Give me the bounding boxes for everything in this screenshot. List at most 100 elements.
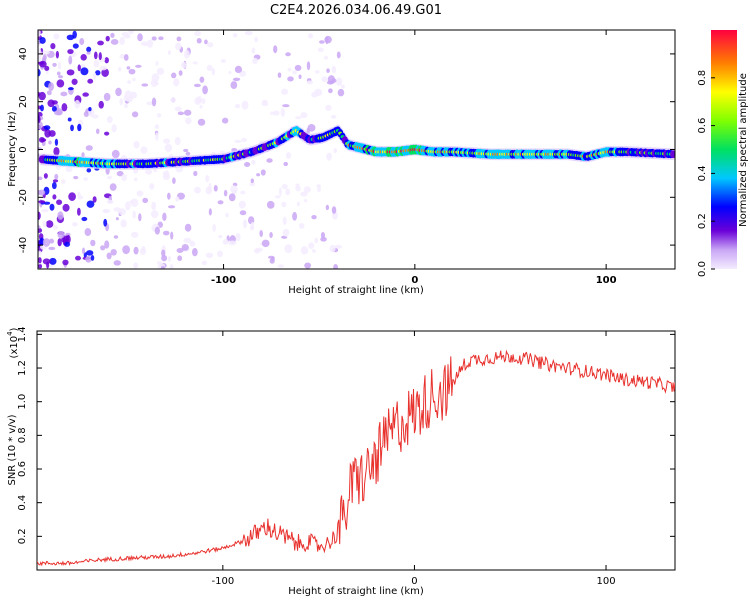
spectrogram-noise-blob xyxy=(170,97,177,103)
spectrogram-noise-blob xyxy=(261,101,269,107)
spectrogram-noise-blob xyxy=(208,182,212,192)
spectrogram-noise-blob xyxy=(119,98,124,106)
spectrogram-noise-blob xyxy=(121,32,130,37)
spectrogram-noise-blob xyxy=(306,61,311,71)
spectrogram-noise-blob xyxy=(64,241,71,247)
spectrogram-noise-blob xyxy=(181,243,189,251)
spectrogram-noise-blob xyxy=(44,129,51,138)
spectrogram-noise-blob xyxy=(184,223,192,232)
spectrogram-noise-blob xyxy=(92,72,97,80)
spectrogram-noise-blob xyxy=(175,196,180,202)
spectrogram-noise-blob xyxy=(38,68,41,77)
spectrogram-noise-blob xyxy=(314,88,323,97)
spectrogram-noise-blob xyxy=(57,238,62,247)
spectrogram-noise-blob xyxy=(158,36,164,41)
spectrogram-noise-blob xyxy=(202,85,208,95)
spectrogram-noise-blob xyxy=(235,233,241,242)
spectrogram-noise-blob xyxy=(133,141,140,149)
spectrogram-noise-blob xyxy=(38,91,46,101)
spectrogram-noise-blob xyxy=(199,76,205,83)
spectrogram-noise-blob xyxy=(280,108,286,117)
spectrogram-noise-blob xyxy=(90,255,95,261)
spectrogram-noise-blob xyxy=(294,64,302,72)
spectrogram-noise-blob xyxy=(38,227,43,233)
colorbar-label: Normalized spectral amplitude xyxy=(738,73,749,227)
spectrogram-noise-blob xyxy=(113,260,121,266)
spectrogram-noise-blob xyxy=(239,210,247,216)
spectrogram-noise-blob xyxy=(45,220,54,228)
spectrogram-noise-blob xyxy=(38,250,42,256)
svg-text:(x104): (x104) xyxy=(6,327,20,358)
spectrogram-noise-blob xyxy=(119,36,125,46)
spectrogram-noise-blob xyxy=(238,200,246,209)
spectrogram-noise-blob xyxy=(38,176,43,181)
spectrogram-noise-blob xyxy=(95,128,100,135)
spectrogram-noise-blob xyxy=(155,132,159,141)
spectrogram-noise-blob xyxy=(136,190,144,197)
colorbar-ticks: 0.0 0.2 0.4 0.6 0.8 xyxy=(697,70,715,277)
spectrogram-noise-blob xyxy=(70,124,74,132)
spectrogram-noise-blob xyxy=(106,252,112,260)
spectrogram-noise-blob xyxy=(151,201,157,211)
spectrogram-noise-blob xyxy=(62,259,69,266)
spectrogram-noise-blob xyxy=(80,53,87,61)
spectrogram-noise-blob xyxy=(154,124,160,130)
spectrogram-noise-layer xyxy=(38,30,345,269)
spectrogram-noise-blob xyxy=(140,146,148,155)
spectrogram-noise-blob xyxy=(86,51,91,55)
spectrogram-noise-blob xyxy=(253,248,261,254)
spectrogram-noise-blob xyxy=(325,104,332,111)
spectrogram-noise-blob xyxy=(176,248,184,253)
spectrogram-noise-blob xyxy=(287,76,294,82)
spectrogram-noise-blob xyxy=(39,37,46,44)
spectrogram-noise-blob xyxy=(77,191,81,199)
spectrogram-noise-blob xyxy=(42,238,51,247)
spectrogram-noise-blob xyxy=(183,49,190,59)
snr-y-tick-label: 0.2 xyxy=(17,528,28,544)
spectrogram-noise-blob xyxy=(66,34,75,41)
spectrogram-noise-blob xyxy=(155,61,159,66)
snr-y-tick-label: 1.4 xyxy=(17,326,28,342)
spectrogram-x-tick-label: 100 xyxy=(596,275,617,286)
spectrogram-noise-blob xyxy=(44,65,50,71)
spectrogram-noise-blob xyxy=(129,200,134,204)
spectrogram-noise-blob xyxy=(43,125,51,130)
colorbar: 0.0 0.2 0.4 0.6 0.8 Normalized spectral ampl… xyxy=(697,30,749,277)
spectrogram-noise-blob xyxy=(181,61,187,69)
spectrogram-noise-blob xyxy=(218,234,223,239)
spectrogram-noise-blob xyxy=(266,200,275,209)
spectrogram-noise-blob xyxy=(86,200,95,208)
spectrogram-noise-blob xyxy=(337,88,345,97)
spectrogram-noise-blob xyxy=(104,131,110,136)
spectrogram-noise-blob xyxy=(303,199,308,203)
spectrogram-noise-blob xyxy=(306,80,314,85)
spectrogram-noise-blob xyxy=(183,237,192,244)
spectrogram-noise-blob xyxy=(52,194,57,200)
spectrogram-noise-blob xyxy=(103,92,111,102)
spectrogram-noise-blob xyxy=(111,124,117,133)
spectrogram-noise-blob xyxy=(336,51,341,59)
spectrogram-noise-blob xyxy=(167,256,172,262)
spectrogram-y-tick-label: 0 xyxy=(18,146,29,152)
spectrogram-noise-blob xyxy=(131,111,139,118)
snr-y-tick-label: 0.6 xyxy=(17,461,28,477)
spectrogram-y-tick-label: 40 xyxy=(18,48,29,61)
spectrogram-noise-blob xyxy=(137,33,143,42)
spectrogram-noise-blob xyxy=(107,175,113,180)
spectrogram-noise-blob xyxy=(111,149,120,159)
spectrogram-noise-blob xyxy=(185,117,192,125)
spectrogram-noise-blob xyxy=(141,41,149,47)
spectrogram-noise-blob xyxy=(43,201,51,205)
spectrogram-noise-blob xyxy=(49,238,55,244)
spectrogram-noise-blob xyxy=(230,185,238,193)
spectrogram-noise-blob xyxy=(82,247,86,255)
spectrogram-noise-blob xyxy=(174,136,181,146)
spectrogram-noise-blob xyxy=(53,147,60,156)
spectrogram-noise-blob xyxy=(113,235,119,239)
spectrogram-noise-blob xyxy=(71,78,78,85)
spectrogram-y-ticks: -40 -20 0 20 40 xyxy=(18,48,675,253)
spectrogram-noise-blob xyxy=(38,225,41,229)
spectrogram-noise-blob xyxy=(170,231,174,240)
spectrogram-noise-blob xyxy=(98,100,104,109)
